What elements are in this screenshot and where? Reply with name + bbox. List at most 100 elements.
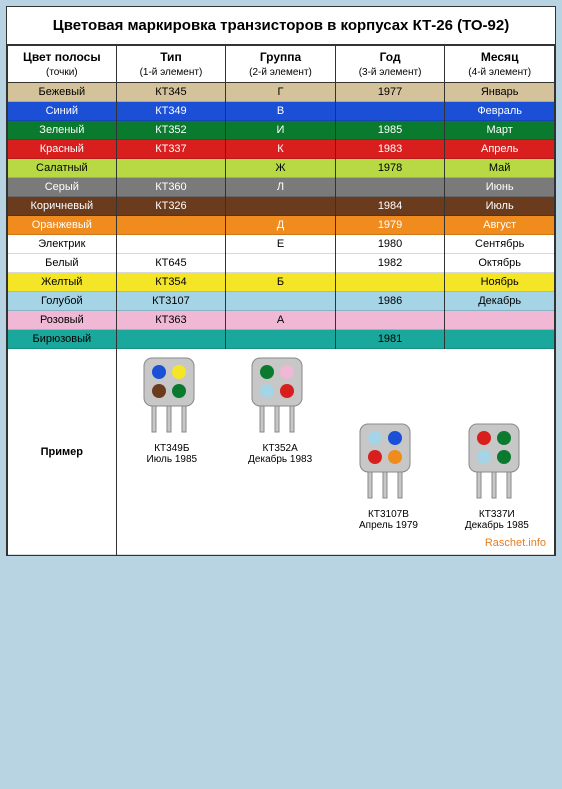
cell-year: 1981	[335, 330, 445, 349]
table-row: БелыйКТ645 1982Октябрь	[8, 254, 555, 273]
cell-year: 1982	[335, 254, 445, 273]
table-row: СалатныйЖ1978Май	[8, 159, 555, 178]
transistor-icon	[358, 422, 418, 505]
table-row: Бирюзовый 1981	[8, 330, 555, 349]
transistor-icon	[248, 356, 312, 439]
cell-name: Серый	[8, 178, 117, 197]
table-row: КрасныйКТ337К1983Апрель	[8, 140, 555, 159]
cell-type	[116, 235, 226, 254]
cell-month	[445, 330, 555, 349]
cell-month: Июль	[445, 197, 555, 216]
cell-month	[445, 311, 555, 330]
chip-date: Декабрь 1983	[248, 454, 312, 465]
cell-type: КТ645	[116, 254, 226, 273]
chip-date: Апрель 1979	[358, 520, 418, 531]
cell-name: Желтый	[8, 273, 117, 292]
cell-year: 1983	[335, 140, 445, 159]
cell-type: КТ3107	[116, 292, 226, 311]
table-row: СинийКТ349ВФевраль	[8, 102, 555, 121]
cell-type: КТ345	[116, 83, 226, 102]
header-type: Тип(1-й элемент)	[116, 46, 226, 83]
cell-name: Оранжевый	[8, 216, 117, 235]
cell-year: 1978	[335, 159, 445, 178]
table-row: ЖелтыйКТ354Б Ноябрь	[8, 273, 555, 292]
chip-code: КТ352А	[248, 443, 312, 454]
table-header: Цвет полосы(точки) Тип(1-й элемент) Груп…	[8, 46, 555, 83]
cell-group: И	[226, 121, 336, 140]
cell-name: Бежевый	[8, 83, 117, 102]
header-colorname: Цвет полосы(точки)	[8, 46, 117, 83]
cell-name: Зеленый	[8, 121, 117, 140]
chip-example: КТ352А Декабрь 1983	[248, 356, 312, 531]
cell-type	[116, 159, 226, 178]
watermark: Raschet.info	[119, 535, 552, 551]
cell-type: КТ360	[116, 178, 226, 197]
chip-code: КТ3107В	[358, 509, 418, 520]
transistor-icon	[142, 356, 202, 439]
cell-group: Ж	[226, 159, 336, 178]
cell-name: Синий	[8, 102, 117, 121]
cell-year: 1979	[335, 216, 445, 235]
cell-month: Апрель	[445, 140, 555, 159]
table-row: РозовыйКТ363А	[8, 311, 555, 330]
example-label: Пример	[8, 349, 117, 555]
cell-type	[116, 216, 226, 235]
cell-group: Е	[226, 235, 336, 254]
transistor-icon	[465, 422, 529, 505]
chip-code: КТ337И	[465, 509, 529, 520]
chip-date: Июль 1985	[142, 454, 202, 465]
cell-group	[226, 292, 336, 311]
cell-year: 1986	[335, 292, 445, 311]
container: Цветовая маркировка транзисторов в корпу…	[6, 6, 556, 556]
color-table: Цвет полосы(точки) Тип(1-й элемент) Груп…	[7, 45, 555, 555]
cell-name: Белый	[8, 254, 117, 273]
chip-example: КТ349Б Июль 1985	[142, 356, 202, 531]
cell-group: Г	[226, 83, 336, 102]
cell-group: Б	[226, 273, 336, 292]
cell-month: Март	[445, 121, 555, 140]
cell-name: Электрик	[8, 235, 117, 254]
cell-group: А	[226, 311, 336, 330]
table-row: БежевыйКТ345Г1977Январь	[8, 83, 555, 102]
table-row: ГолубойКТ3107 1986Декабрь	[8, 292, 555, 311]
cell-group: Д	[226, 216, 336, 235]
chip-code: КТ349Б	[142, 443, 202, 454]
cell-year	[335, 102, 445, 121]
header-group: Группа(2-й элемент)	[226, 46, 336, 83]
header-month: Месяц(4-й элемент)	[445, 46, 555, 83]
cell-year	[335, 178, 445, 197]
cell-type: КТ352	[116, 121, 226, 140]
table-row: ЗеленыйКТ352И1985Март	[8, 121, 555, 140]
chip-date: Декабрь 1985	[465, 520, 529, 531]
cell-month: Октябрь	[445, 254, 555, 273]
cell-month: Ноябрь	[445, 273, 555, 292]
header-year: Год(3-й элемент)	[335, 46, 445, 83]
cell-group	[226, 330, 336, 349]
table-row: Оранжевый Д1979Август	[8, 216, 555, 235]
cell-year	[335, 273, 445, 292]
cell-name: Салатный	[8, 159, 117, 178]
cell-name: Бирюзовый	[8, 330, 117, 349]
table-row: КоричневыйКТ326 1984Июль	[8, 197, 555, 216]
cell-year	[335, 311, 445, 330]
cell-month: Июнь	[445, 178, 555, 197]
cell-group	[226, 254, 336, 273]
cell-year: 1984	[335, 197, 445, 216]
cell-group: Л	[226, 178, 336, 197]
table-row: ЭлектрикЕ1980Сентябрь	[8, 235, 555, 254]
cell-type: КТ354	[116, 273, 226, 292]
chip-example: КТ3107В Апрель 1979	[358, 422, 418, 531]
cell-type: КТ363	[116, 311, 226, 330]
cell-type	[116, 330, 226, 349]
cell-year: 1980	[335, 235, 445, 254]
cell-month: Декабрь	[445, 292, 555, 311]
cell-name: Коричневый	[8, 197, 117, 216]
cell-year: 1977	[335, 83, 445, 102]
cell-name: Голубой	[8, 292, 117, 311]
cell-type: КТ326	[116, 197, 226, 216]
cell-type: КТ337	[116, 140, 226, 159]
cell-month: Февраль	[445, 102, 555, 121]
cell-month: Август	[445, 216, 555, 235]
cell-month: Январь	[445, 83, 555, 102]
example-area: КТ349Б Июль 1985 КТ352А Декабрь 1983 КТ3…	[116, 349, 554, 555]
